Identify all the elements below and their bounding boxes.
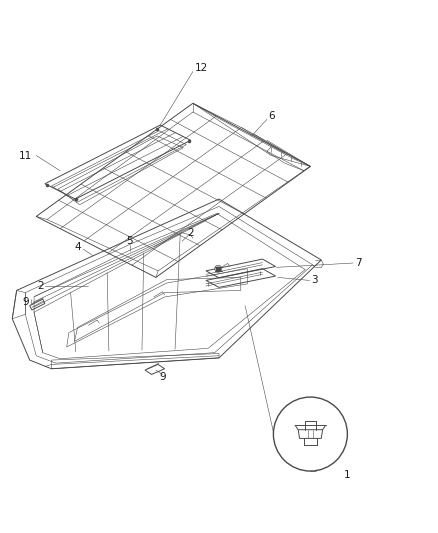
Circle shape bbox=[215, 265, 222, 272]
Text: 9: 9 bbox=[159, 373, 166, 383]
Text: 9: 9 bbox=[22, 297, 28, 307]
Text: 11: 11 bbox=[19, 150, 32, 160]
Text: 3: 3 bbox=[311, 276, 318, 286]
Text: 1: 1 bbox=[344, 470, 351, 480]
Text: 4: 4 bbox=[74, 242, 81, 252]
Text: 12: 12 bbox=[195, 63, 208, 74]
Text: 2: 2 bbox=[187, 228, 194, 238]
Text: 6: 6 bbox=[268, 111, 275, 122]
Text: 5: 5 bbox=[127, 236, 133, 246]
Text: 2: 2 bbox=[37, 281, 44, 291]
Text: 7: 7 bbox=[355, 258, 362, 268]
